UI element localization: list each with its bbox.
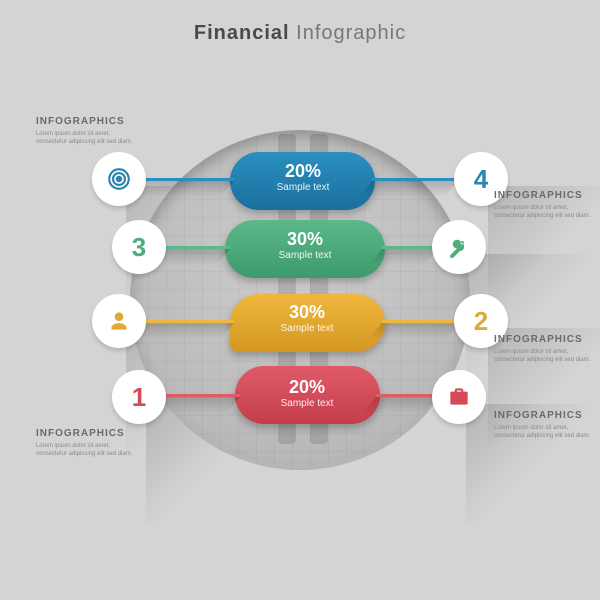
title-word-2: Infographic [296, 22, 406, 44]
label-body: Lorem ipsum dolor sit amet, consectetur … [494, 204, 594, 220]
label-block-s3: INFOGRAPHICS Lorem ipsum dolor sit amet,… [494, 190, 594, 220]
label-body: Lorem ipsum dolor sit amet, consectetur … [494, 424, 594, 440]
segment-4-connector [144, 178, 234, 181]
user-icon-badge [92, 294, 146, 348]
briefcase-icon-badge [432, 370, 486, 424]
key-icon-badge [432, 220, 486, 274]
number-2: 2 [474, 306, 488, 337]
briefcase-icon [446, 384, 472, 410]
segment-4-stripe [230, 152, 375, 210]
key-icon [446, 234, 472, 260]
label-block-top-left: INFOGRAPHICS Lorem ipsum dolor sit amet,… [36, 116, 136, 146]
label-block-s1l: INFOGRAPHICS Lorem ipsum dolor sit amet,… [36, 428, 136, 458]
title-word-1: Financial [194, 22, 290, 44]
segment-2-stripe [230, 294, 385, 352]
label-heading: INFOGRAPHICS [494, 190, 594, 201]
number-1: 1 [132, 382, 146, 413]
label-heading: INFOGRAPHICS [494, 410, 594, 421]
segment-3-connector-l [162, 246, 230, 249]
label-body: Lorem ipsum dolor sit amet, consectetur … [36, 130, 136, 146]
number-3: 3 [132, 232, 146, 263]
segment-3-connector [382, 246, 438, 249]
segment-2-connector-r [382, 320, 460, 323]
segment-4-connector-r [372, 178, 458, 181]
segment-3-stripe [225, 220, 385, 278]
segment-1-connector-l [162, 394, 240, 397]
number-badge-1: 1 [112, 370, 166, 424]
label-block-s1r: INFOGRAPHICS Lorem ipsum dolor sit amet,… [494, 410, 594, 440]
label-heading: INFOGRAPHICS [36, 428, 136, 439]
label-block-s2: INFOGRAPHICS Lorem ipsum dolor sit amet,… [494, 334, 594, 364]
segment-2-connector [142, 320, 234, 323]
label-body: Lorem ipsum dolor sit amet, consectetur … [36, 442, 136, 458]
user-icon [106, 308, 132, 334]
page-title: Financial Infographic [0, 22, 600, 45]
target-icon [106, 166, 132, 192]
number-4: 4 [474, 164, 488, 195]
segment-1-connector [376, 394, 438, 397]
number-badge-3: 3 [112, 220, 166, 274]
label-heading: INFOGRAPHICS [494, 334, 594, 345]
segment-1-stripe [235, 366, 380, 424]
label-heading: INFOGRAPHICS [36, 116, 136, 127]
label-body: Lorem ipsum dolor sit amet, consectetur … [494, 348, 594, 364]
target-icon-badge [92, 152, 146, 206]
